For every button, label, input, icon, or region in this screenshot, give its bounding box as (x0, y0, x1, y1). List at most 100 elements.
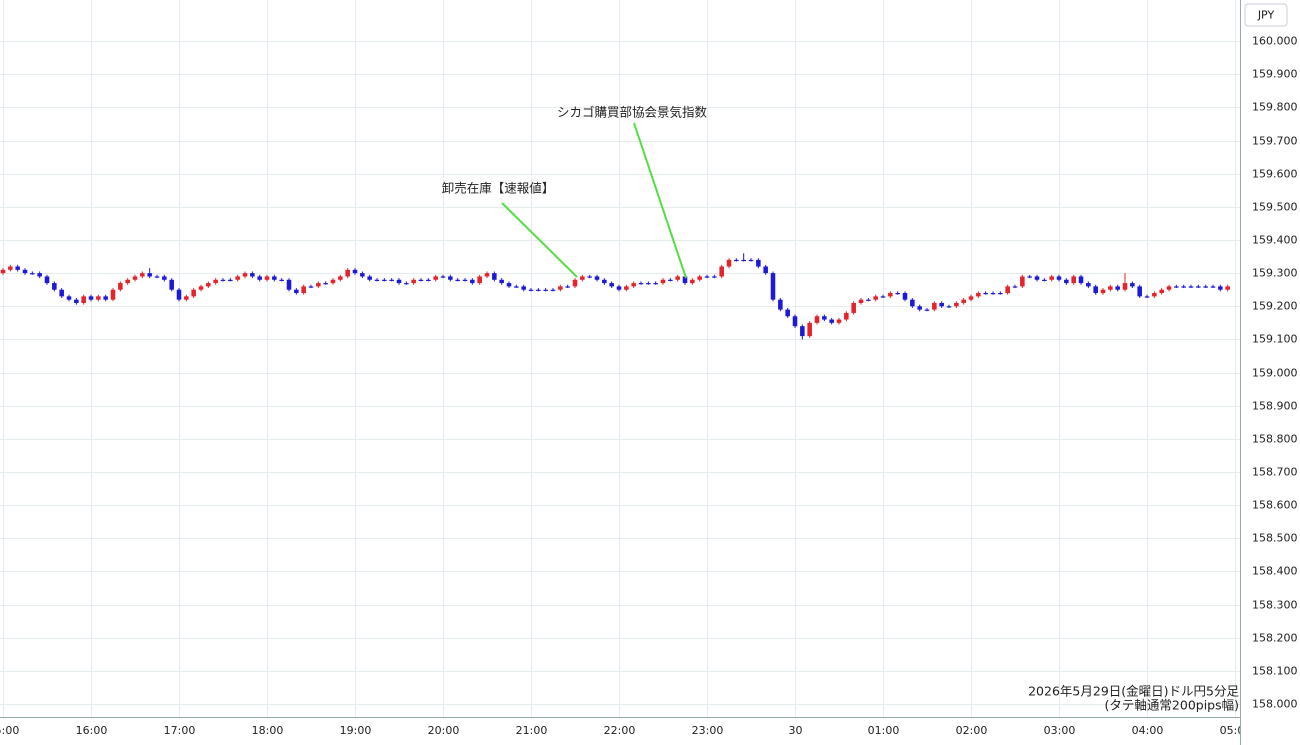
candle-body (1137, 286, 1142, 297)
candle-body (1144, 296, 1150, 298)
candle-body (580, 276, 585, 280)
candle-body (866, 299, 871, 301)
x-tick-label: 03:00 (1044, 724, 1076, 737)
candle-body (125, 279, 130, 284)
annotation-text: 卸売在庫【速報値】 (442, 181, 555, 196)
y-tick-label: 158.800 (1252, 433, 1298, 446)
candle-body (594, 276, 600, 280)
candle-body (704, 276, 710, 278)
candle-body (308, 286, 314, 288)
candle-body (1012, 286, 1018, 288)
candle-body (616, 286, 622, 290)
candle-body (1174, 286, 1179, 288)
y-tick-label: 159.900 (1252, 68, 1298, 81)
candle-body (697, 276, 702, 280)
candle-body (998, 293, 1003, 295)
candle-body (448, 276, 453, 280)
candle-body (154, 276, 160, 278)
candle-body (917, 306, 922, 310)
candle-body (558, 286, 563, 290)
candle-body (1027, 276, 1032, 278)
candle-body (323, 283, 328, 285)
candle-body (976, 293, 981, 297)
y-tick-label: 159.100 (1252, 333, 1298, 346)
candle-body (968, 296, 974, 300)
candle-body (734, 259, 739, 262)
candle-body (1166, 286, 1172, 290)
candle-body (1210, 286, 1216, 288)
candle-body (748, 259, 754, 262)
y-tick-label: 159.400 (1252, 234, 1298, 247)
candle-body (1056, 276, 1062, 280)
candle-body (829, 319, 834, 323)
candle-body (550, 289, 556, 291)
y-tick-label: 158.900 (1252, 400, 1298, 413)
candle-body (983, 293, 988, 295)
candle-body (279, 279, 284, 281)
currency-box (1244, 3, 1288, 27)
candle-body (646, 283, 651, 285)
y-tick-label: 158.700 (1252, 466, 1298, 479)
candle-body (440, 276, 446, 278)
candle-body (169, 279, 174, 290)
candle-body (690, 279, 695, 284)
candle-body (814, 316, 820, 323)
x-tick-label: 16:00 (76, 724, 108, 737)
candle-body (360, 273, 365, 277)
candle-body (8, 266, 13, 270)
candle-body (470, 279, 475, 284)
x-tick-label: 05:00 (1220, 724, 1252, 737)
candle-body (536, 289, 541, 291)
candle-body (22, 269, 28, 274)
candle-body (484, 273, 490, 277)
candle-body (675, 276, 680, 280)
y-tick-label: 159.700 (1252, 135, 1298, 148)
candle-body (213, 279, 218, 284)
candle-body (638, 283, 644, 285)
footnote: 2026年5月29日(金曜日)ドル円5分足 (1028, 684, 1239, 699)
candle-body (1020, 276, 1025, 287)
candle-body (301, 286, 306, 294)
candle-body (132, 276, 138, 280)
candle-body (330, 279, 336, 284)
y-tick-label: 160.000 (1252, 35, 1298, 48)
candle-body (778, 299, 783, 310)
candle-body (1159, 289, 1164, 294)
y-tick-label: 158.400 (1252, 565, 1298, 578)
y-tick-label: 159.600 (1252, 168, 1298, 181)
candle-body (1086, 283, 1091, 287)
candle-body (220, 279, 226, 281)
candle-body (719, 266, 724, 277)
candle-body (477, 276, 482, 284)
y-tick-label: 159.300 (1252, 267, 1298, 280)
candle-body (712, 276, 717, 278)
candle-body (1064, 279, 1069, 284)
candle-body (939, 302, 944, 307)
candle-body (374, 279, 380, 281)
candle-body (462, 279, 468, 281)
candle-body (191, 289, 196, 297)
candle-body (30, 273, 35, 275)
candle-body (272, 276, 277, 280)
y-tick-label: 159.500 (1252, 201, 1298, 214)
candle-body (257, 276, 262, 280)
candle-body (756, 259, 761, 267)
candle-body (1115, 286, 1120, 290)
candle-body (1218, 286, 1223, 290)
candle-body (990, 293, 996, 295)
candle-body (792, 316, 798, 327)
candle-body (176, 289, 182, 300)
candle-body (147, 273, 152, 277)
candle-body (228, 279, 233, 281)
candle-body (418, 279, 424, 281)
x-tick-label: 19:00 (340, 724, 372, 737)
y-tick-label: 159.800 (1252, 101, 1298, 114)
y-tick-label: 158.600 (1252, 499, 1298, 512)
candle-body (961, 299, 966, 303)
candle-body (184, 296, 189, 300)
annotation-text: シカゴ購買部協会景気指数 (557, 105, 708, 120)
candle-body (162, 276, 167, 280)
candle-body (924, 309, 930, 311)
candle-body (895, 293, 900, 295)
